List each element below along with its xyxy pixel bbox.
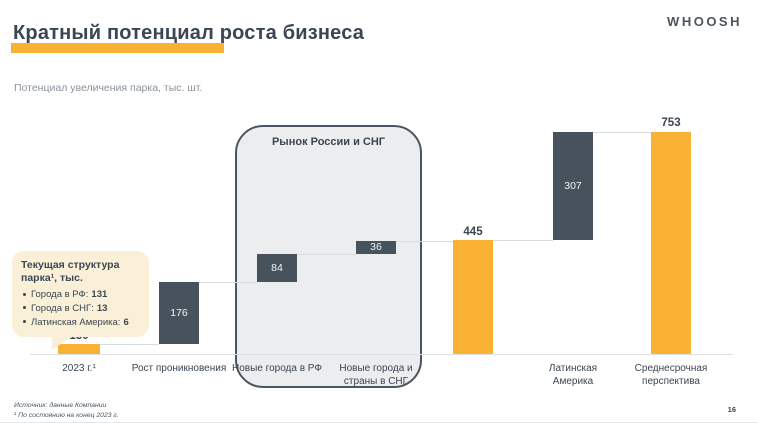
bar-value: 176 — [170, 306, 188, 319]
waterfall-connector — [593, 132, 651, 133]
title-highlight-bar — [11, 43, 224, 53]
x-label-new-cities-rf: Новые города в РФ — [232, 363, 322, 374]
callout-title: Текущая структура парка¹, тыс. — [21, 259, 120, 285]
footnote-date: ¹ По состоянию на конец 2023 г. — [14, 411, 119, 419]
x-label-penetration-growth: Рост проникновения — [131, 363, 227, 374]
value-label-753: 753 — [661, 117, 681, 129]
callout-item-label: Города в СНГ: — [31, 303, 94, 315]
bar-value: 307 — [564, 179, 582, 192]
bar-russia-cis-subtotal — [453, 240, 493, 354]
bar-2023 — [58, 344, 100, 354]
callout-item-rf: Города в РФ: 131 — [21, 288, 140, 302]
waterfall-connector — [493, 240, 553, 241]
waterfall-connector — [100, 344, 159, 345]
waterfall-connector — [396, 241, 453, 242]
whoosh-logo: WHOOSH — [667, 14, 742, 29]
x-label-latin-america: Латинская Америка — [548, 363, 598, 387]
bar-value: 36 — [370, 241, 382, 254]
callout-item-label: Латинская Америка: — [31, 316, 121, 328]
bar-penetration-growth: 176 — [159, 282, 199, 344]
bar-new-cities-rf: 84 — [257, 254, 297, 282]
callout-item-label: Города в РФ: — [31, 289, 89, 301]
callout-item-value: 13 — [96, 303, 108, 315]
chart-subtitle: Потенциал увеличения парка, тыс. шт. — [14, 82, 203, 94]
page-number: 16 — [727, 405, 736, 414]
value-label-445: 445 — [463, 226, 483, 238]
x-label-midterm-outlook: Среднесрочная перспектива — [634, 363, 708, 387]
chart-baseline — [30, 354, 733, 355]
footnote-source: Источник: данные Компании — [14, 402, 107, 409]
bar-midterm-outlook — [651, 132, 691, 354]
bar-new-cities-cis: 36 — [356, 241, 396, 254]
callout-item-value: 6 — [123, 316, 129, 328]
callout-item-cis: Города в СНГ: 13 — [21, 302, 140, 316]
footnotes: Источник: данные Компании ¹ По состоянию… — [14, 401, 119, 420]
waterfall-connector — [297, 254, 356, 255]
bullet-dot — [23, 306, 26, 310]
page-title: Кратный потенциал роста бизнеса — [13, 22, 365, 44]
callout-tail — [52, 334, 74, 350]
waterfall-connector — [199, 282, 257, 283]
bullet-dot — [23, 320, 26, 324]
x-label-2023: 2023 г.¹ — [62, 363, 96, 374]
bar-value: 84 — [271, 261, 283, 274]
bar-latin-america: 307 — [553, 132, 593, 240]
market-box-label: Рынок России и СНГ — [271, 136, 386, 148]
callout-item-value: 131 — [91, 289, 108, 301]
x-label-new-cities-cis: Новые города и страны в СНГ — [339, 363, 413, 387]
fleet-structure-callout: Текущая структура парка¹, тыс. Города в … — [12, 251, 149, 350]
bullet-dot — [23, 292, 26, 296]
callout-item-latam: Латинская Америка: 6 — [21, 316, 140, 330]
callout-list: Города в РФ: 131 Города в СНГ: 13 Латинска… — [21, 288, 140, 329]
